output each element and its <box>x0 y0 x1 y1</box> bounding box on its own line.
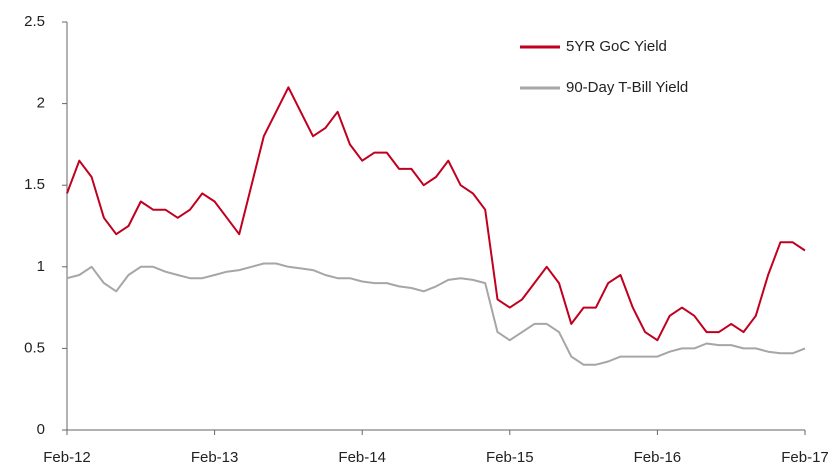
x-tick-label: Feb-16 <box>634 449 682 466</box>
series-line <box>66 86 806 342</box>
x-tick-label: Feb-12 <box>43 449 91 466</box>
x-tick-label: Feb-15 <box>486 449 534 466</box>
x-tick-label: Feb-13 <box>191 449 239 466</box>
series-line <box>66 262 806 366</box>
legend-label: 5YR GoC Yield <box>566 38 667 55</box>
y-tick-label: 0 <box>37 421 45 438</box>
x-tick-label: Feb-17 <box>781 449 829 466</box>
y-tick-label: 0.5 <box>24 339 45 356</box>
y-tick-label: 1.5 <box>24 176 45 193</box>
y-tick-label: 2 <box>37 95 45 112</box>
legend-label: 90-Day T-Bill Yield <box>566 79 688 96</box>
y-tick-label: 1 <box>37 258 45 275</box>
x-tick-label: Feb-14 <box>338 449 386 466</box>
y-tick-label: 2.5 <box>24 13 45 30</box>
